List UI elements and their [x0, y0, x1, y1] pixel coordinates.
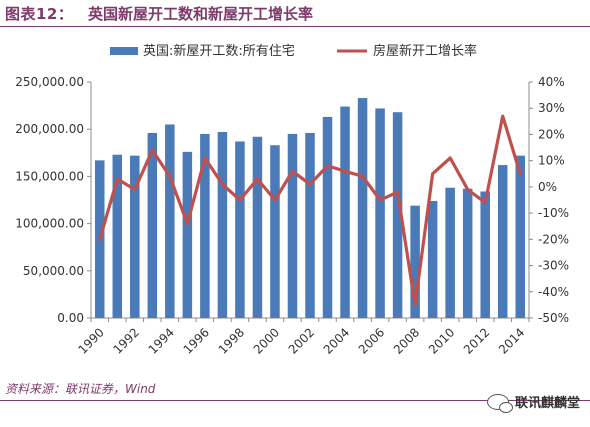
figure-header: 图表12： 英国新屋开工数和新屋开工增长率 — [0, 0, 590, 27]
x-tick-label: 2000 — [251, 325, 282, 356]
watermark-text: 联讯麒麟堂 — [514, 396, 580, 411]
y-right-tick-label: 20% — [538, 127, 565, 141]
bar-1993 — [147, 132, 158, 318]
bar-2000 — [270, 145, 280, 318]
y-right-tick-label: -30% — [538, 259, 569, 273]
y-right-tick-label: -40% — [538, 285, 569, 299]
bar-2007 — [392, 112, 403, 318]
wechat-icon — [486, 393, 513, 413]
y-right-tick-label: -10% — [538, 206, 569, 220]
chart-legend: 英国:新屋开工数:所有住宅 房屋新开工增长率 — [110, 43, 477, 59]
y-right-tick-label: 40% — [538, 75, 565, 89]
x-tick-label: 1996 — [181, 325, 212, 356]
combo-chart: 英国:新屋开工数:所有住宅 房屋新开工增长率 0.00 50,000.00 100,… — [15, 43, 569, 357]
bar-2001 — [287, 133, 298, 318]
y-right-tick-label: -50% — [538, 311, 569, 325]
bar-1991 — [112, 154, 123, 318]
x-tick-label: 2004 — [321, 325, 352, 356]
x-tick-label: 1992 — [111, 325, 142, 356]
y-left-tick-label: 50,000.00 — [23, 264, 84, 278]
bar-2004 — [340, 106, 350, 318]
x-tick-label: 2008 — [391, 325, 422, 356]
bar-2009 — [427, 200, 438, 318]
x-tick-label: 1998 — [216, 325, 247, 356]
bar-2014 — [515, 155, 525, 318]
y-left-tick-label: 250,000.00 — [15, 75, 84, 89]
bar-1996 — [200, 133, 210, 318]
watermark: 联讯麒麟堂 — [486, 392, 580, 413]
bar-2006 — [375, 108, 385, 318]
bar-2010 — [445, 187, 455, 318]
figure-label: 图表12： — [5, 5, 74, 23]
legend-label-line: 房屋新开工增长率 — [373, 43, 477, 59]
bar-1998 — [235, 141, 245, 318]
x-tick-label: 2012 — [461, 325, 492, 356]
x-tick-label: 1994 — [146, 325, 177, 356]
bar-1995 — [182, 151, 193, 318]
x-tick-label: 1990 — [75, 325, 106, 356]
y-left-tick-label: 100,000.00 — [15, 217, 84, 231]
bar-2003 — [322, 116, 333, 318]
bar-2012 — [480, 191, 490, 318]
x-tick-label: 2006 — [356, 325, 387, 356]
bar-2011 — [462, 188, 473, 318]
bar-2002 — [305, 132, 315, 318]
x-tick-label: 2010 — [426, 325, 457, 356]
y-right-tick-label: 30% — [538, 101, 565, 115]
bar-1992 — [130, 155, 140, 318]
legend-swatch-bars — [110, 47, 138, 55]
y-right-tick-label: 10% — [538, 154, 565, 168]
bar-2013 — [497, 165, 508, 318]
bar-1997 — [217, 132, 228, 318]
bar-1994 — [165, 124, 175, 318]
x-tick-label: 2002 — [286, 325, 317, 356]
source-note: 资料来源：联讯证券，Wind — [5, 382, 156, 396]
y-right-tick-label: 0% — [538, 180, 557, 194]
y-left-tick-label: 200,000.00 — [15, 122, 84, 136]
bar-2005 — [357, 98, 368, 318]
legend-label-bars: 英国:新屋开工数:所有住宅 — [143, 43, 295, 59]
y-left-tick-label: 150,000.00 — [15, 169, 84, 183]
x-tick-label: 2014 — [496, 325, 527, 356]
y-left-tick-label: 0.00 — [57, 311, 84, 325]
y-right-tick-label: -20% — [538, 232, 569, 246]
figure-title: 英国新屋开工数和新屋开工增长率 — [88, 5, 314, 23]
bar-2008 — [410, 205, 420, 318]
bar-1999 — [252, 136, 263, 318]
footer-divider — [0, 400, 590, 401]
chart-area: 英国:新屋开工数:所有住宅 房屋新开工增长率 0.00 50,000.00 100,… — [0, 30, 590, 372]
